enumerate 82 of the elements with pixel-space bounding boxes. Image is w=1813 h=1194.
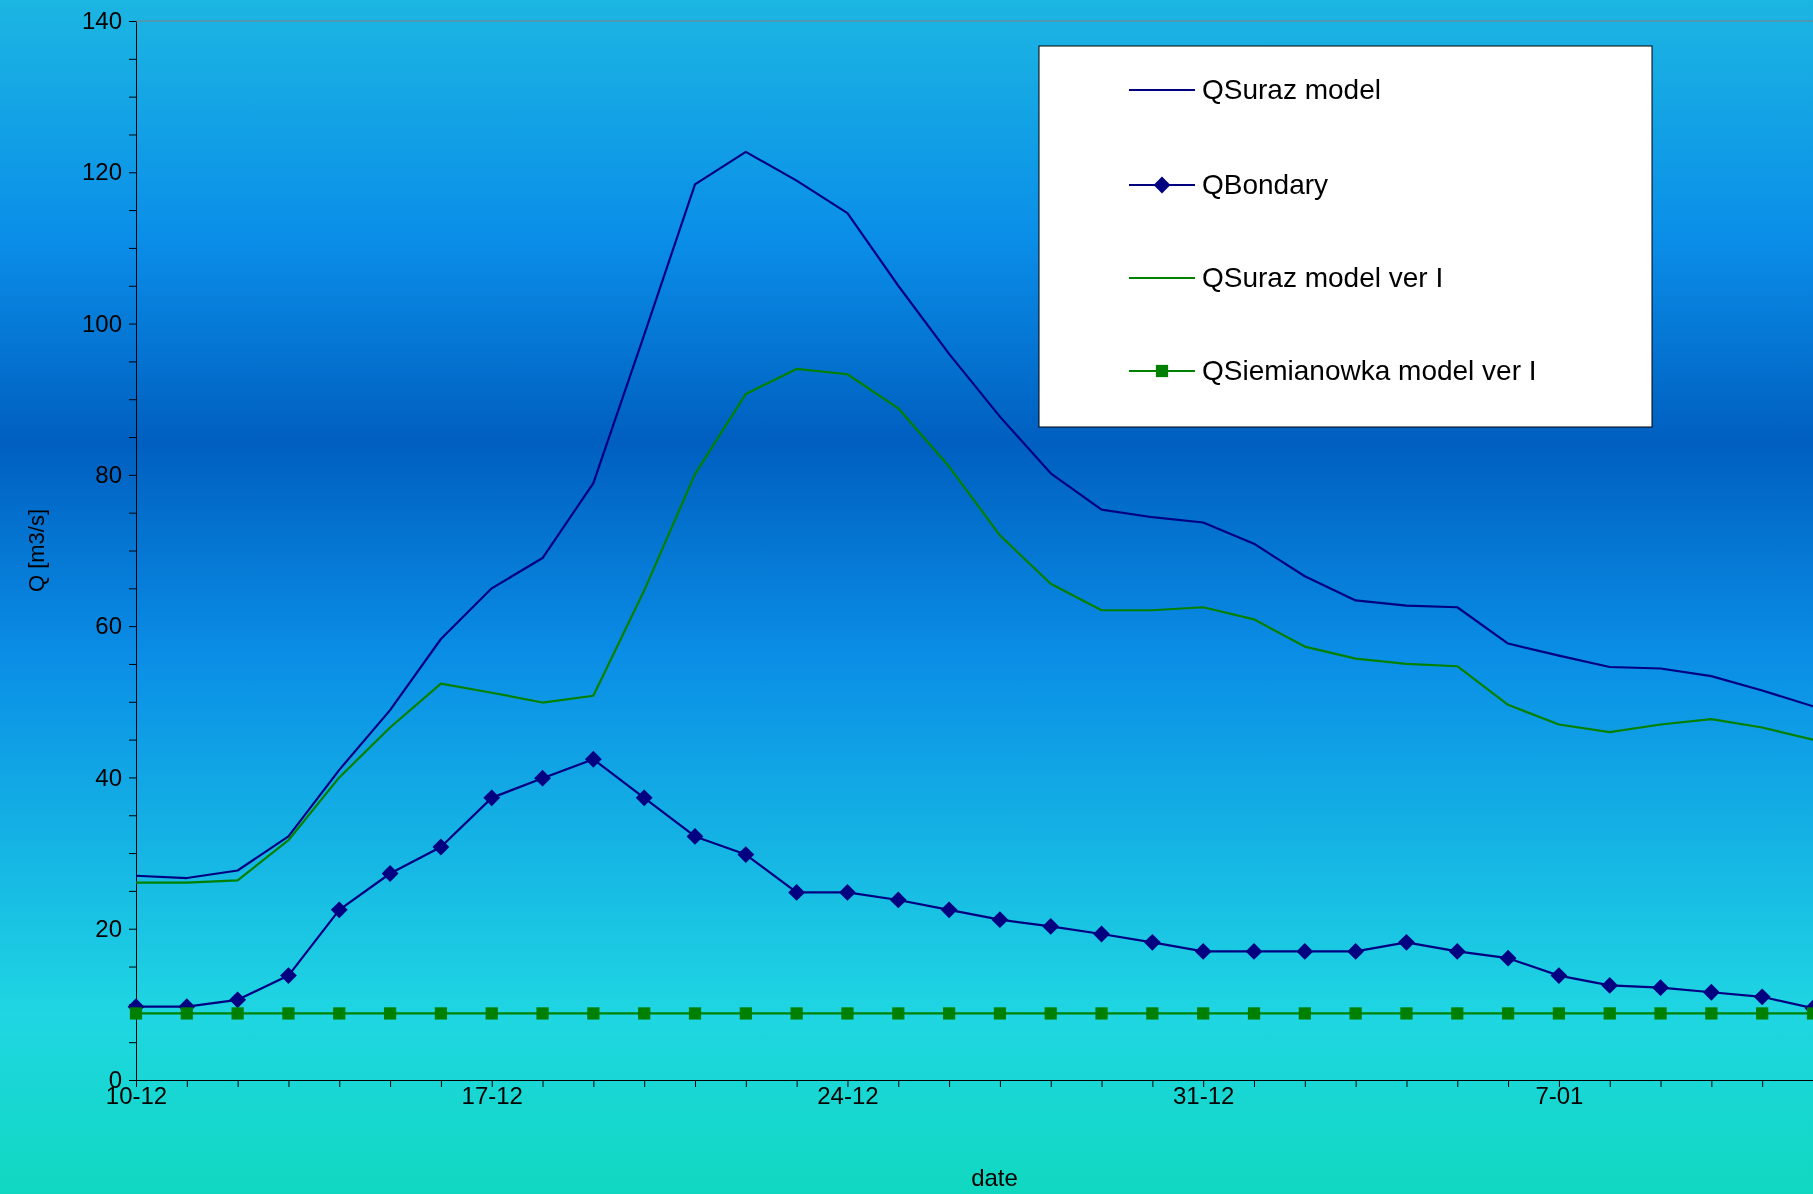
point [1044,1007,1057,1020]
point [231,1007,244,1020]
point [383,1007,397,1020]
point [1652,979,1669,997]
point [587,1007,600,1020]
y-axis-title: Q [m3/s] [24,508,49,593]
point [282,1007,295,1020]
point [584,750,602,768]
point [1298,1007,1311,1020]
point [737,846,755,863]
point [1247,1007,1261,1020]
point [1705,1007,1718,1020]
line-series [134,150,1813,880]
x-tick-label: 7-01 [1535,1082,1584,1109]
point [483,789,501,807]
point [1197,1007,1210,1020]
x-tick-label: 17-12 [461,1082,523,1109]
point [1143,933,1161,951]
point [333,1007,346,1020]
y-tick-label: 100 [81,309,122,337]
point [940,901,958,919]
y-tick-label: 120 [81,158,122,186]
point [280,967,297,985]
point [1702,983,1720,1001]
y-tick-label: 80 [95,461,122,489]
x-axis-title: date [971,1164,1018,1191]
point [434,1007,448,1020]
point [688,1007,702,1020]
point [1349,1007,1362,1020]
point [1398,933,1415,951]
point [1550,967,1568,985]
legend-label: QBondary [1202,169,1329,200]
point [1093,925,1110,943]
x-tick-label: 31-12 [1172,1082,1235,1109]
point [1552,1007,1566,1020]
point [686,828,704,845]
point [991,911,1009,929]
point [1400,1007,1413,1020]
point [1146,1007,1159,1020]
point [1601,977,1619,994]
point [1095,1007,1108,1020]
point [1296,943,1314,960]
point [790,1007,803,1020]
point [432,838,450,856]
point [1756,1007,1769,1020]
point [1448,943,1466,960]
point [892,1007,905,1020]
point [1245,943,1263,960]
legend-label: QSiemianowka model ver I [1202,355,1537,386]
point [993,1007,1007,1020]
legend-label: QSuraz model [1202,74,1381,105]
point [1347,943,1365,960]
point [1499,949,1517,967]
point [839,884,856,901]
point [229,991,247,1009]
x-tick-label: 24-12 [817,1082,879,1109]
point [180,1007,193,1020]
point [635,789,653,807]
point [1753,988,1771,1006]
point [841,1007,854,1020]
point [788,884,806,901]
point [739,1007,752,1020]
point [638,1007,651,1020]
y-tick-label: 40 [95,763,122,791]
point [942,1007,956,1020]
y-tick-label: 140 [81,7,122,35]
point [1194,943,1212,960]
point [1451,1007,1464,1020]
point [534,769,551,787]
point [330,901,348,919]
point [381,865,399,882]
point [1042,918,1060,935]
point [536,1007,549,1020]
point [1603,1007,1616,1020]
y-tick-label: 60 [95,612,122,640]
point [1654,1007,1667,1020]
y-tick-label: 20 [95,914,122,942]
point [129,1007,143,1020]
legend-label: QSuraz model ver I [1202,262,1444,293]
point [485,1007,498,1020]
point [1501,1007,1515,1020]
point [889,891,907,909]
